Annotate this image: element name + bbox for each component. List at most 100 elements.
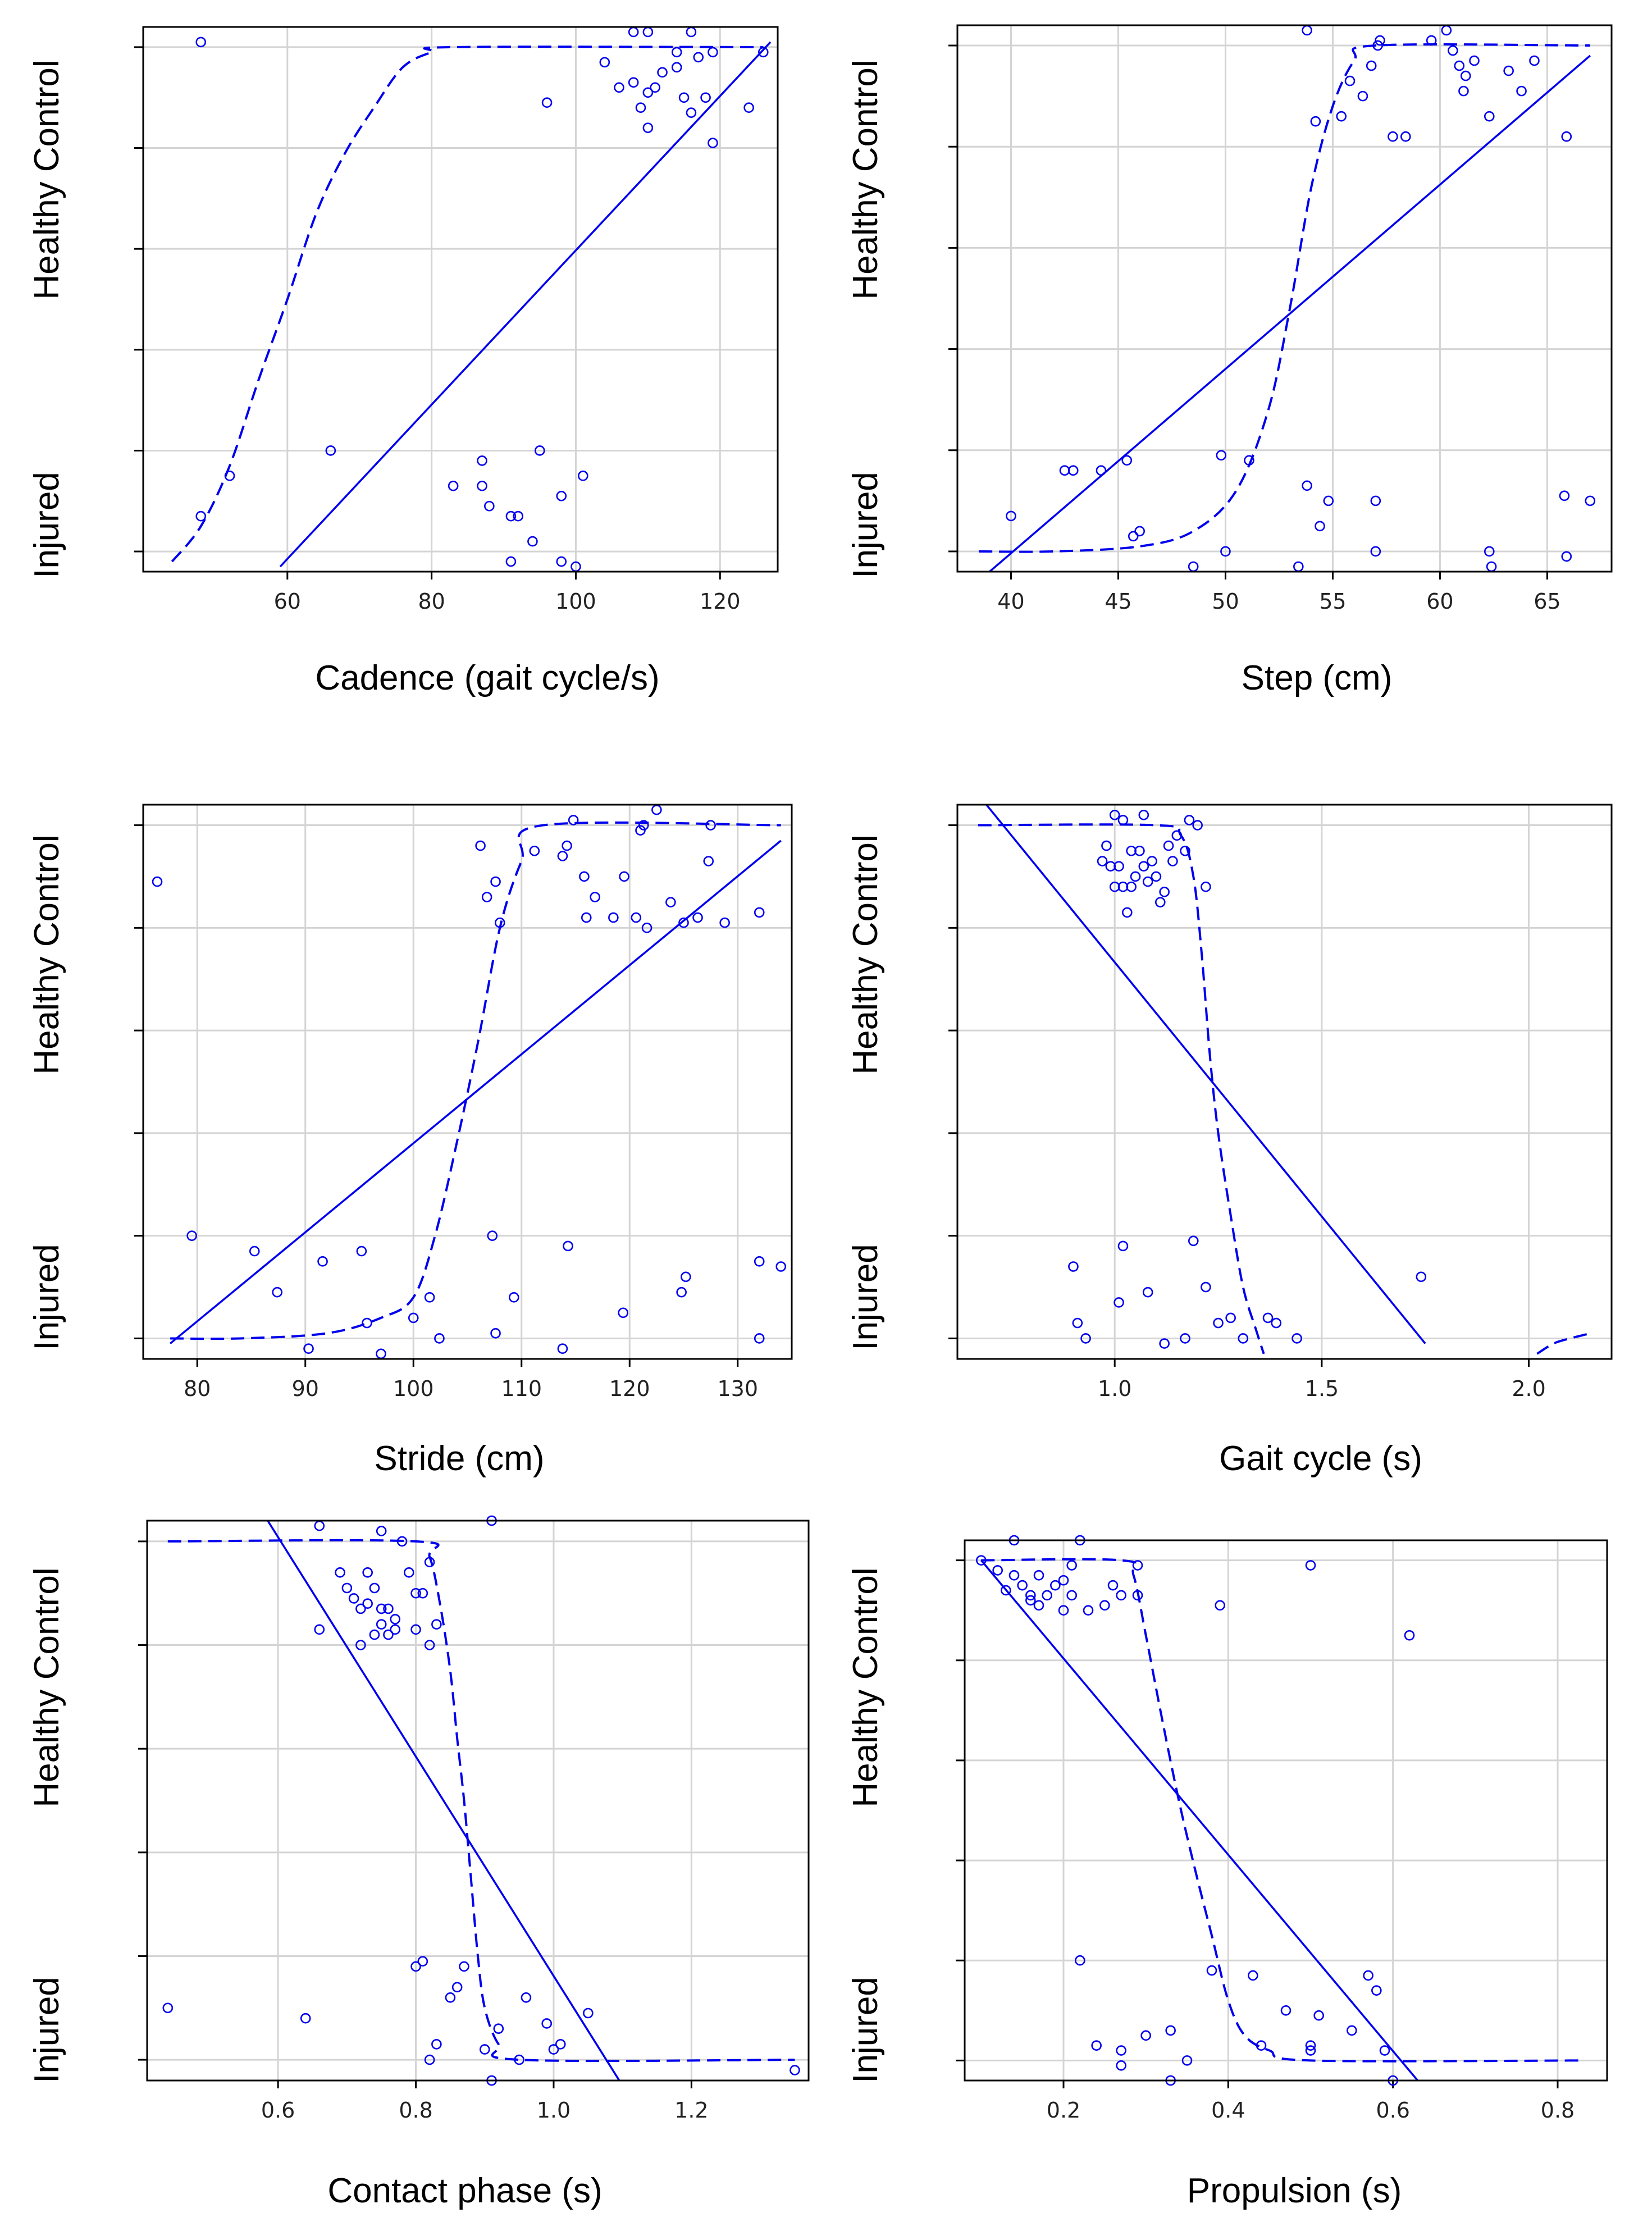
observation-point [479,2044,490,2055]
observation-point [1058,1605,1069,1616]
category-label-healthy-control: Healthy Control [28,1567,66,1807]
observation-point [431,1619,442,1630]
observation-point [390,1614,401,1625]
category-label-injured: Injured [846,472,885,578]
x-tick-label: 60 [1426,589,1453,614]
observation-point [1262,1312,1274,1324]
observation-point [1116,1590,1126,1601]
observation-point [579,871,590,882]
gait-cycle-panel: Gait cycle (s) Healthy Control Injured 1… [846,804,1613,1478]
observation-point [1216,450,1227,461]
observation-point [249,1245,260,1257]
observation-point [1366,60,1377,71]
observation-point [657,67,668,78]
observation-point [1310,116,1321,127]
observation-point [1050,1580,1061,1591]
observation-point [445,1992,456,2003]
observation-point [1025,1595,1036,1606]
observation-point [1042,1590,1052,1601]
x-tick-label: 130 [717,1376,758,1401]
x-tick-label: 2.0 [1512,1376,1545,1401]
observation-point [1099,1600,1110,1611]
category-label-healthy-control: Healthy Control [846,1567,885,1807]
observation-point [619,871,629,882]
observation-point [1126,881,1137,892]
step-panel: Step (cm) Healthy Control Injured 40 45 50… [846,24,1613,697]
logistic-probability-curve [171,45,764,563]
observation-point [1516,85,1527,97]
observation-point [1132,1590,1143,1601]
observation-point [1066,1590,1077,1601]
x-tick-label: 45 [1105,589,1131,614]
observation-point [356,1245,367,1257]
observation-point [700,92,711,103]
observation-point [1379,2045,1390,2056]
category-label-healthy-control: Healthy Control [846,60,885,299]
x-tick-label: 0.6 [1376,2098,1409,2123]
observation-point [527,536,538,547]
observation-point [1484,111,1495,122]
observation-point [541,2018,553,2029]
observation-point [590,892,600,902]
observation-point [548,2044,559,2055]
observation-point [335,1567,345,1578]
observation-point [1059,465,1070,476]
observation-point [1180,845,1190,856]
observation-point [417,1956,428,1967]
observation-point [529,845,540,856]
observation-point [448,481,459,491]
linear-fit-line [267,1521,620,2081]
observation-point [1188,561,1199,572]
observation-point [676,1286,687,1298]
observation-point [477,455,487,466]
observation-point [631,912,642,923]
observation-point [693,52,704,63]
x-axis-title: Step (cm) [1242,659,1393,697]
observation-point [557,1343,568,1354]
observation-point [1416,1271,1427,1283]
observation-point [513,510,524,522]
observation-point [681,1271,691,1283]
observation-point [1323,495,1334,507]
observation-point [790,2065,800,2075]
observation-point [1122,907,1133,918]
observation-point [1107,1580,1119,1591]
observation-point [1363,1970,1373,1981]
logistic-probability-curve [170,821,781,1340]
observation-point [686,26,697,38]
observation-point [1134,526,1145,537]
observation-point [557,851,568,861]
observation-point [376,1619,387,1630]
observation-point [563,1240,573,1252]
observation-point [410,1624,421,1635]
observation-point [754,907,765,918]
observation-point [1101,840,1112,851]
observation-point [1072,1317,1083,1329]
x-tick-label: 65 [1534,589,1560,614]
observation-point [1165,2025,1176,2036]
observation-point [1068,1261,1079,1272]
observation-point [490,1328,501,1339]
observation-point [1400,131,1411,142]
x-tick-label: 1.2 [674,2098,708,2123]
observation-point [754,1333,765,1344]
observation-point [362,1598,373,1609]
observation-point [1404,1630,1415,1641]
x-axis-title: Stride (cm) [374,1439,544,1478]
observation-point [1426,35,1437,46]
observation-point [642,87,654,98]
linear-fit-line [985,805,1426,1344]
observation-point [1025,1590,1036,1601]
observation-point [642,122,654,133]
observation-point [1154,897,1166,907]
plot-frame [142,804,793,1360]
observation-point [671,62,682,73]
observation-point [1458,85,1469,97]
observation-point [1116,2045,1126,2056]
observation-point [556,490,567,501]
observation-point [1134,845,1145,856]
observation-point [754,1256,765,1267]
observation-point [1313,2010,1324,2021]
observation-point [408,1312,419,1324]
observation-point [1280,2005,1292,2016]
